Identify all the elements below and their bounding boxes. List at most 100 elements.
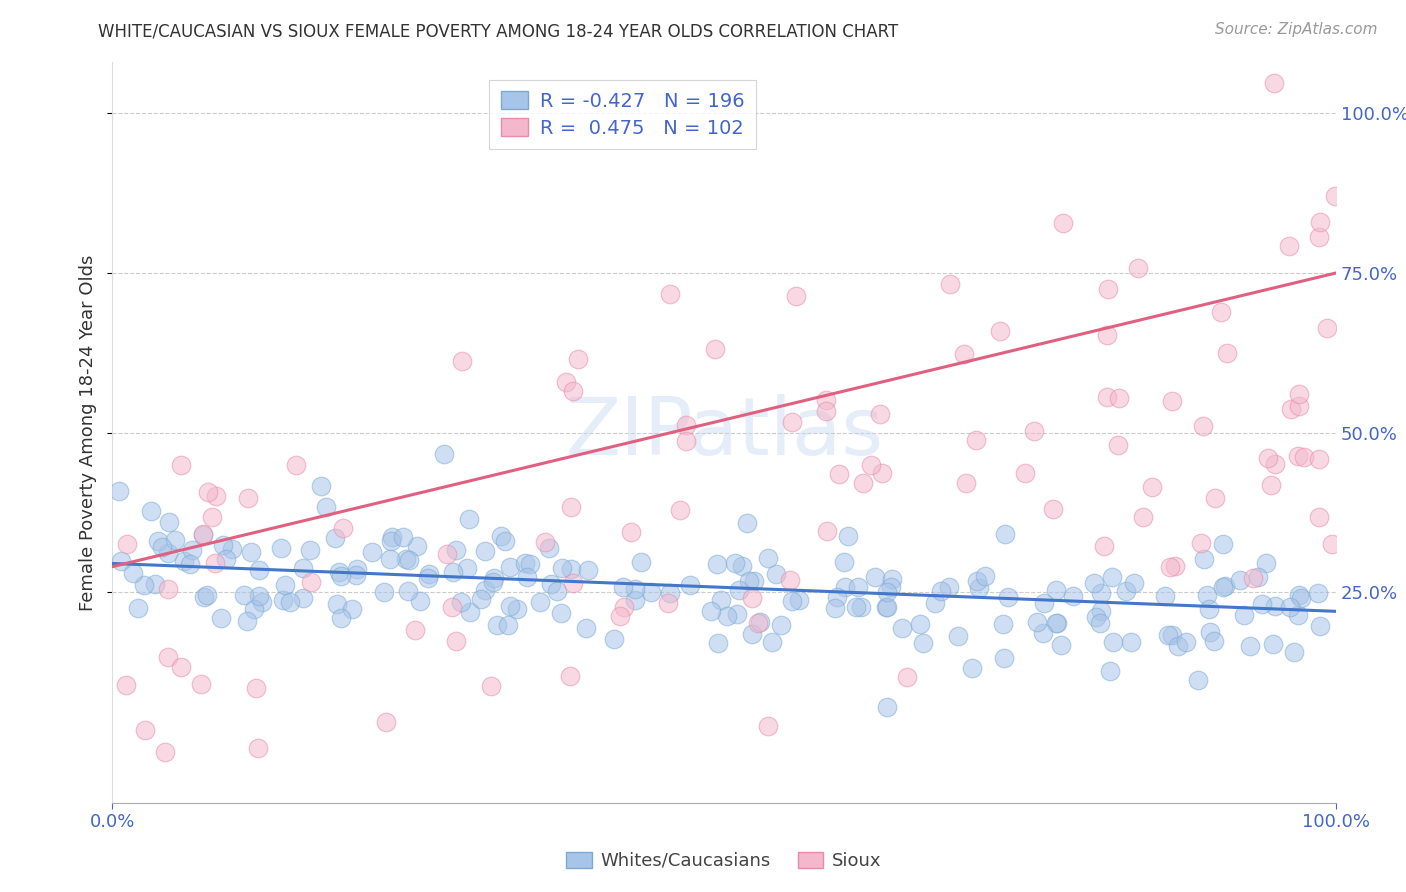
Point — [603, 632, 626, 646]
Point — [546, 584, 568, 599]
Point — [1264, 457, 1286, 471]
Point — [1174, 635, 1197, 649]
Point — [499, 560, 522, 574]
Point — [344, 568, 367, 582]
Point — [342, 601, 364, 615]
Point — [329, 569, 352, 583]
Point — [613, 600, 636, 615]
Point — [205, 489, 228, 503]
Point — [1123, 576, 1146, 591]
Point — [540, 576, 562, 591]
Point — [1239, 639, 1261, 653]
Point — [450, 594, 472, 608]
Point — [1025, 615, 1047, 630]
Point — [361, 545, 384, 559]
Point — [381, 530, 404, 544]
Point — [1282, 645, 1305, 659]
Point — [1126, 260, 1149, 275]
Point — [737, 574, 759, 589]
Point — [456, 560, 478, 574]
Point — [832, 555, 855, 569]
Point — [292, 591, 315, 605]
Point — [657, 596, 679, 610]
Point — [1090, 586, 1112, 600]
Point — [876, 600, 898, 615]
Point — [165, 533, 187, 548]
Point — [1288, 399, 1310, 413]
Point — [271, 592, 294, 607]
Legend: Whites/Caucasians, Sioux: Whites/Caucasians, Sioux — [557, 843, 891, 879]
Point — [561, 384, 583, 399]
Point — [451, 354, 474, 368]
Point — [1052, 216, 1074, 230]
Point — [458, 605, 481, 619]
Point — [157, 582, 180, 596]
Point — [716, 609, 738, 624]
Point — [1195, 588, 1218, 602]
Point — [560, 669, 582, 683]
Point — [499, 599, 522, 613]
Point — [747, 615, 769, 630]
Point — [197, 485, 219, 500]
Point — [849, 599, 872, 614]
Point — [679, 578, 702, 592]
Point — [309, 479, 332, 493]
Point — [1191, 419, 1213, 434]
Point — [1049, 638, 1071, 652]
Point — [1115, 584, 1137, 599]
Point — [143, 577, 166, 591]
Point — [156, 546, 179, 560]
Point — [735, 516, 758, 531]
Point — [1154, 589, 1177, 603]
Point — [756, 551, 779, 566]
Point — [728, 583, 751, 598]
Point — [1250, 597, 1272, 611]
Point — [929, 584, 952, 599]
Point — [1102, 635, 1125, 649]
Point — [770, 617, 793, 632]
Point — [875, 599, 897, 614]
Point — [315, 500, 337, 514]
Point — [749, 615, 772, 629]
Point — [373, 584, 395, 599]
Point — [243, 602, 266, 616]
Point — [825, 591, 848, 605]
Point — [1254, 556, 1277, 570]
Point — [1278, 239, 1301, 253]
Point — [236, 614, 259, 628]
Point — [723, 556, 745, 570]
Point — [890, 621, 912, 635]
Point — [396, 583, 419, 598]
Point — [444, 634, 467, 648]
Point — [550, 607, 572, 621]
Point — [785, 289, 807, 303]
Point — [329, 611, 352, 625]
Point — [457, 512, 479, 526]
Point — [924, 596, 946, 610]
Point — [1279, 402, 1302, 417]
Point — [612, 580, 634, 594]
Text: ZIPatlas: ZIPatlas — [565, 393, 883, 472]
Point — [675, 434, 697, 448]
Point — [1229, 573, 1251, 587]
Point — [292, 560, 315, 574]
Point — [938, 580, 960, 594]
Point — [474, 544, 496, 558]
Point — [640, 585, 662, 599]
Point — [392, 530, 415, 544]
Point — [700, 604, 723, 618]
Point — [1288, 608, 1310, 623]
Point — [328, 565, 350, 579]
Point — [274, 578, 297, 592]
Point — [519, 558, 541, 572]
Point — [852, 476, 875, 491]
Point — [882, 572, 904, 586]
Point — [1187, 673, 1209, 687]
Point — [470, 592, 492, 607]
Point — [245, 681, 267, 695]
Point — [576, 563, 599, 577]
Point — [1212, 580, 1234, 594]
Point — [233, 588, 256, 602]
Point — [554, 375, 576, 389]
Point — [1264, 599, 1286, 614]
